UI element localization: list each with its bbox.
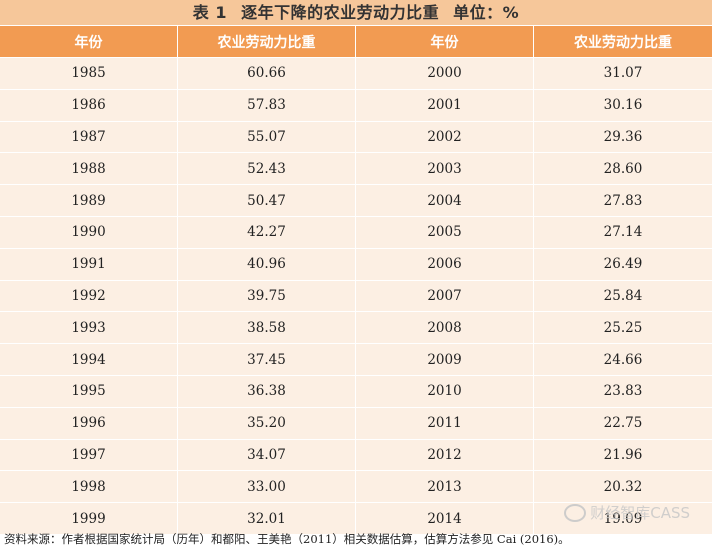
- cell-year: 2006: [356, 248, 534, 280]
- table-row: 1987 55.07 2002 29.36: [0, 121, 712, 154]
- cell-share: 50.47: [178, 185, 356, 216]
- table-row: 1988 52.43 2003 28.60: [0, 153, 712, 186]
- cell-share: 20.32: [603, 478, 643, 495]
- cell-year: 2003: [356, 153, 534, 185]
- cell-year: 1989: [0, 185, 178, 216]
- header-cell-year-1: 年份: [0, 26, 178, 57]
- cell-share: 28.60: [603, 160, 643, 177]
- cell-year: 2000: [356, 58, 534, 89]
- cell-year: 1995: [0, 375, 178, 407]
- table-row: 1993 38.58 2008 25.25: [0, 312, 712, 345]
- cell-year: 1992: [0, 280, 178, 312]
- cell-share: 39.75: [178, 280, 356, 312]
- cell-share: 29.36: [603, 128, 643, 145]
- cell-year: 1994: [0, 344, 178, 375]
- cell-share: 27.14: [603, 224, 643, 241]
- cell-year: 2009: [356, 344, 534, 375]
- cell-share: 30.16: [603, 97, 643, 114]
- cell-year: 2008: [356, 312, 534, 344]
- cell-year: 2002: [356, 121, 534, 153]
- cell-year: 1986: [0, 89, 178, 121]
- cell-share: 27.83: [603, 192, 643, 209]
- cell-year: 2011: [356, 407, 534, 439]
- table-row: 1990 42.27 2005 27.14: [0, 216, 712, 249]
- cell-year: 2004: [356, 185, 534, 216]
- wechat-icon: [564, 503, 587, 522]
- cell-year: 1987: [0, 121, 178, 153]
- watermark-text: 财经智库CASS: [590, 504, 690, 522]
- table-row: 1994 37.45 2009 24.66: [0, 344, 712, 376]
- cell-year: 1991: [0, 248, 178, 280]
- cell-share: 34.07: [178, 439, 356, 471]
- cell-year: 2014: [356, 503, 534, 534]
- cell-share: 42.27: [178, 216, 356, 248]
- table-row: 1998 33.00 2013 20.32: [0, 471, 712, 504]
- source-note: 资料来源：作者根据国家统计局（历年）和都阳、王美艳（2011）相关数据估算，估算…: [4, 532, 570, 546]
- header-cell-share-2: 农业劳动力比重: [574, 34, 672, 51]
- cell-share: 32.01: [178, 503, 356, 534]
- cell-share: 60.66: [178, 58, 356, 89]
- cell-share: 37.45: [178, 344, 356, 375]
- watermark: 财经智库CASS: [564, 502, 690, 523]
- table-row: 1985 60.66 2000 31.07: [0, 58, 712, 90]
- cell-year: 1985: [0, 58, 178, 89]
- cell-share: 19.09: [603, 510, 643, 527]
- cell-share: 26.49: [603, 256, 643, 273]
- table-body: 1985 60.66 2000 31.07 1986 57.83 2001 30.16 1987…: [0, 58, 712, 535]
- cell-year: 1990: [0, 216, 178, 248]
- cell-year: 1988: [0, 153, 178, 185]
- table-number: 表 1: [192, 3, 227, 22]
- cell-year: 1999: [0, 503, 178, 534]
- cell-share: 38.58: [178, 312, 356, 344]
- cell-year: 1998: [0, 471, 178, 503]
- header-cell-share-1: 农业劳动力比重: [178, 26, 356, 57]
- header-cell-year-2: 年份: [356, 26, 534, 57]
- cell-year: 2013: [356, 471, 534, 503]
- cell-year: 2005: [356, 216, 534, 248]
- cell-share: 25.84: [603, 287, 643, 304]
- table-unit: 单位：%: [453, 3, 520, 22]
- table-row: 1992 39.75 2007 25.84: [0, 280, 712, 313]
- cell-share: 21.96: [603, 446, 643, 463]
- cell-share: 31.07: [603, 65, 643, 82]
- cell-share: 25.25: [603, 319, 643, 336]
- table-row: 1986 57.83 2001 30.16: [0, 89, 712, 122]
- cell-year: 1996: [0, 407, 178, 439]
- cell-share: 33.00: [178, 471, 356, 503]
- cell-share: 36.38: [178, 375, 356, 407]
- table-row: 1989 50.47 2004 27.83: [0, 185, 712, 217]
- cell-share: 24.66: [603, 351, 643, 368]
- table-row: 1999 32.01 2014 19.09: [0, 503, 712, 535]
- table-row: 1997 34.07 2012 21.96: [0, 439, 712, 472]
- table-row: 1991 40.96 2006 26.49: [0, 248, 712, 281]
- cell-share: 22.75: [603, 415, 643, 432]
- cell-share: 57.83: [178, 89, 356, 121]
- cell-year: 1997: [0, 439, 178, 471]
- cell-share: 40.96: [178, 248, 356, 280]
- table-row: 1996 35.20 2011 22.75: [0, 407, 712, 440]
- cell-year: 2007: [356, 280, 534, 312]
- table-title: 表 1 逐年下降的农业劳动力比重 单位：%: [0, 0, 712, 25]
- cell-year: 2010: [356, 375, 534, 407]
- cell-share: 52.43: [178, 153, 356, 185]
- cell-share: 35.20: [178, 407, 356, 439]
- cell-share: 55.07: [178, 121, 356, 153]
- cell-year: 1993: [0, 312, 178, 344]
- cell-share: 23.83: [603, 383, 643, 400]
- table-row: 1995 36.38 2010 23.83: [0, 375, 712, 408]
- table-header: 年份 农业劳动力比重 年份 农业劳动力比重: [0, 26, 712, 57]
- cell-year: 2012: [356, 439, 534, 471]
- table-title-text: 逐年下降的农业劳动力比重: [241, 3, 440, 22]
- cell-year: 2001: [356, 89, 534, 121]
